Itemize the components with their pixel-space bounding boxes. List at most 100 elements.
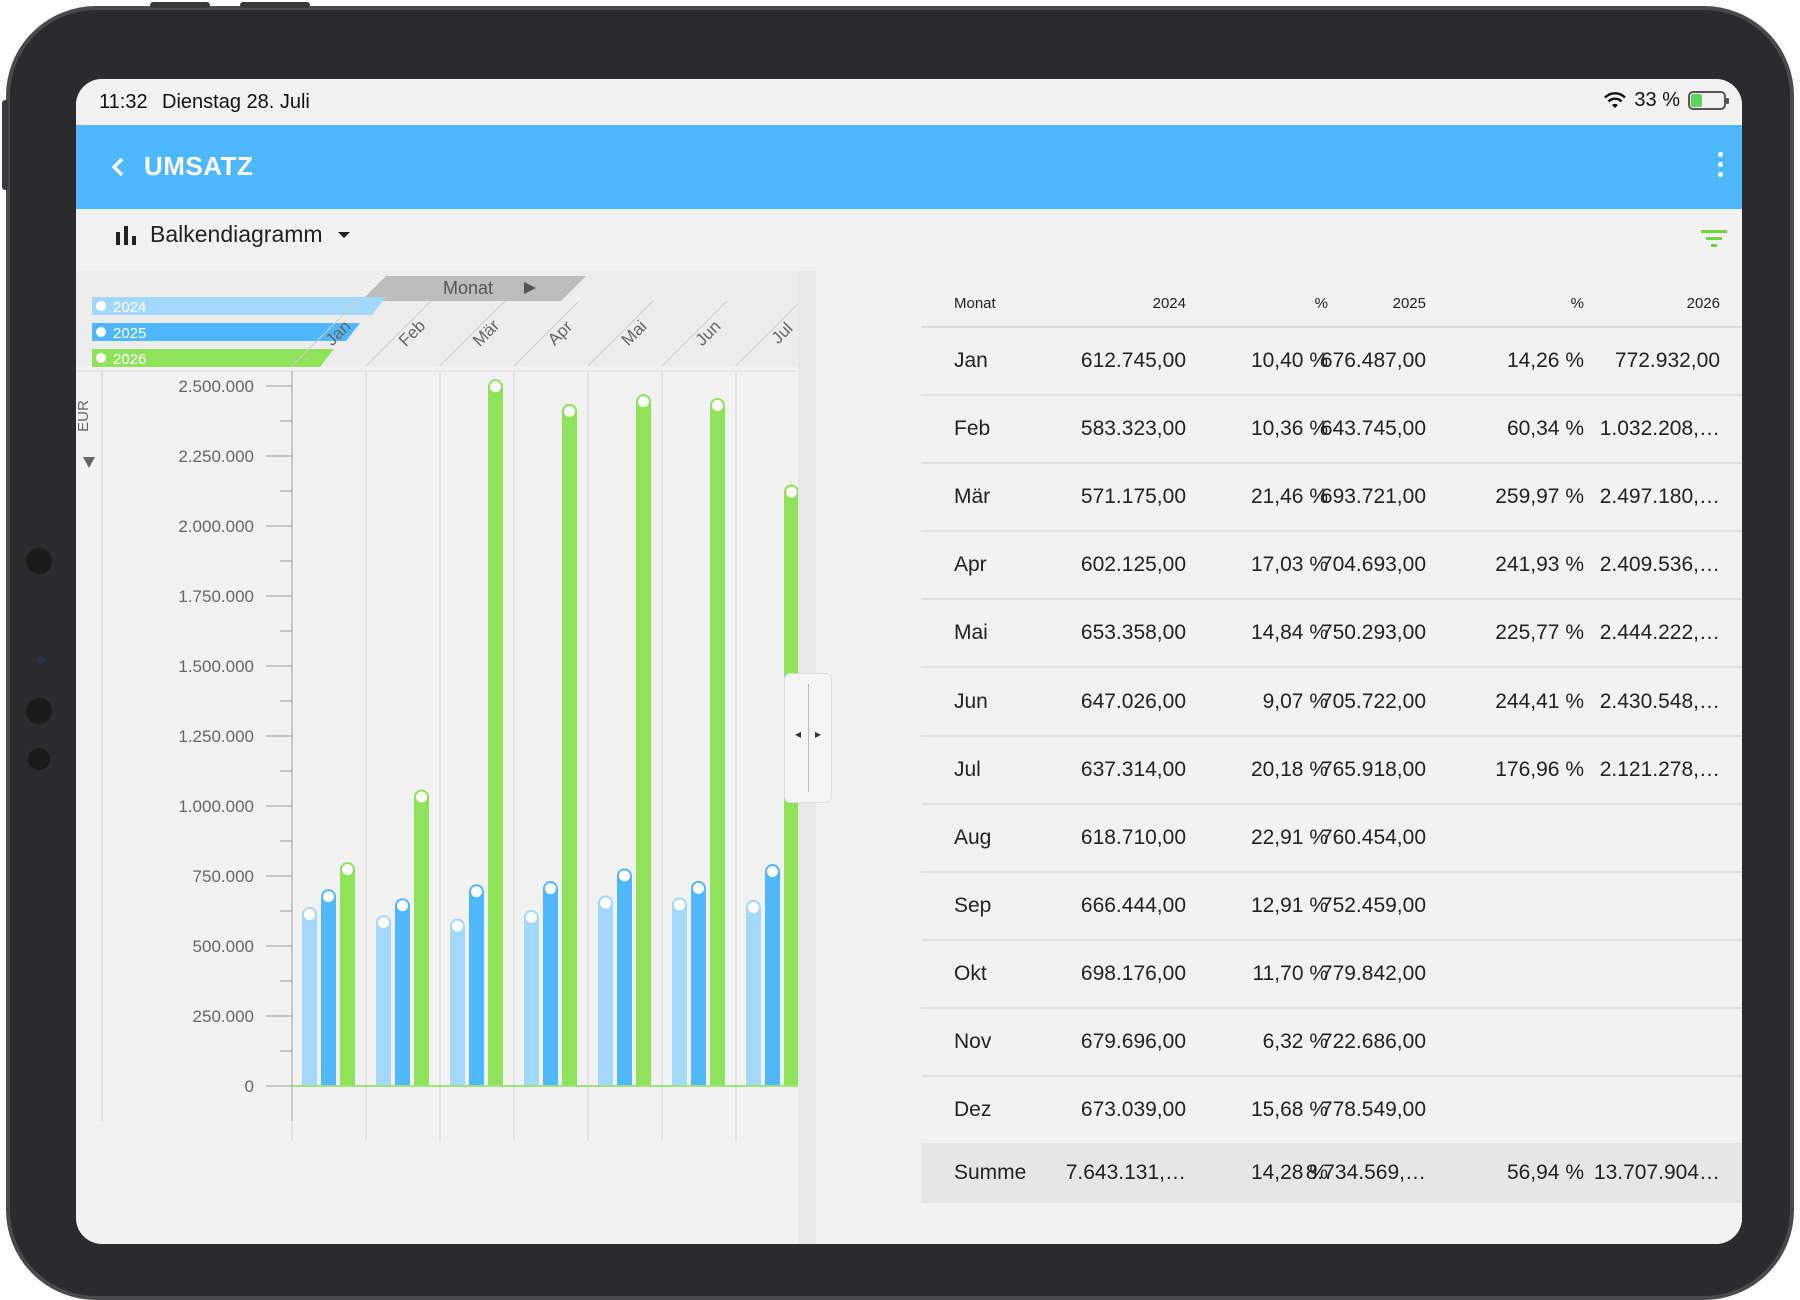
- table-cell: 56,94 %: [1506, 1161, 1584, 1185]
- y-tick-label: 1.500.000: [178, 657, 254, 676]
- table-cell: Sep: [954, 893, 992, 917]
- table-cell: 10,36 %: [1250, 417, 1328, 441]
- table-row[interactable]: Feb 583.323,00 10,36 % 643.745,00 60,34 % 1.0…: [921, 396, 1742, 465]
- table-cell: Okt: [954, 961, 987, 985]
- table-cell: 693.721,00: [1320, 485, 1426, 509]
- filter-icon[interactable]: [1700, 227, 1728, 251]
- table-cell: 10,40 %: [1250, 349, 1328, 372]
- bar-marker: [414, 789, 429, 805]
- table-cell: 60,34 %: [1506, 417, 1584, 441]
- screen: 11:32 Dienstag 28. Juli 33 %: [76, 79, 1742, 1244]
- battery-fill: [1691, 94, 1703, 107]
- table-cell: 259,97 %: [1495, 485, 1584, 509]
- wifi-icon: [1604, 91, 1627, 108]
- y-tick-label: 1.000.000: [178, 797, 254, 816]
- bar-marker: [302, 906, 317, 922]
- table-cell: 772.932,00: [1614, 349, 1720, 372]
- table-cell: 647.026,00: [1080, 689, 1186, 713]
- side-sensor: [26, 548, 52, 574]
- page-title: UMSATZ: [144, 151, 254, 181]
- table-cell: 2.497.180,…: [1599, 485, 1720, 509]
- table-cell: 779.842,00: [1320, 961, 1426, 985]
- table-cell: 17,03 %: [1250, 553, 1328, 577]
- bar: [746, 907, 761, 1086]
- bar: [562, 411, 577, 1086]
- table-cell: 13.707.904…: [1593, 1161, 1720, 1185]
- table-cell: 2.121.278,…: [1599, 757, 1720, 781]
- table-cell: Nov: [954, 1030, 992, 1053]
- bar: [395, 905, 410, 1086]
- table-cell: Jun: [954, 689, 988, 713]
- chart-area: Monat 2024 2025 2026 Jan Feb Mär Apr Mai Jun Jul EU…: [76, 271, 816, 1244]
- header-diagonal: [587, 300, 654, 367]
- y-tick-label: 2.000.000: [178, 517, 254, 536]
- table-cell: 8.734.569,…: [1305, 1161, 1426, 1185]
- bar: [376, 922, 391, 1086]
- more-vert-icon[interactable]: [1710, 147, 1730, 187]
- top-button: [240, 2, 310, 8]
- table-cell: 618.710,00: [1080, 825, 1186, 849]
- table-row[interactable]: Apr 602.125,00 17,03 % 704.693,00 241,93 % 2.…: [921, 532, 1742, 601]
- table-row[interactable]: Jul 637.314,00 20,18 % 765.918,00 176,96 % 2.…: [921, 737, 1742, 805]
- bar-marker: [784, 484, 799, 500]
- table-cell: 15,68 %: [1250, 1098, 1328, 1122]
- table-cell: 14,26 %: [1506, 349, 1584, 372]
- bar: [636, 401, 651, 1086]
- table-cell: Monat: [954, 294, 996, 312]
- bar: [302, 914, 317, 1086]
- table-cell: %: [1570, 294, 1584, 312]
- table-row[interactable]: Dez 673.039,00 15,68 % 778.549,00: [921, 1077, 1742, 1146]
- top-button: [150, 2, 210, 8]
- table-header-row[interactable]: Monat 2024% 2025% 2026: [921, 280, 1742, 328]
- chart-type-dropdown[interactable]: Balkendiagramm: [114, 221, 353, 248]
- legend-bar: [92, 323, 360, 341]
- table-row[interactable]: Mär 571.175,00 21,46 % 693.721,00 259,97 % 2.…: [921, 464, 1742, 533]
- table-cell: 12,91 %: [1250, 893, 1328, 917]
- table-row[interactable]: Nov 679.696,00 6,32 % 722.686,00: [921, 1009, 1742, 1077]
- table-cell: 602.125,00: [1080, 553, 1186, 577]
- table-cell: 14,28 %: [1250, 1161, 1328, 1185]
- bar: [617, 875, 632, 1086]
- table-cell: 9,07 %: [1262, 689, 1328, 713]
- status-bar: 11:32 Dienstag 28. Juli 33 %: [76, 79, 1742, 125]
- bar: [321, 896, 336, 1086]
- header-diagonal: [513, 300, 580, 367]
- arrow-left-icon: ◂: [795, 727, 802, 741]
- table-cell: 11,70 %: [1252, 961, 1329, 985]
- pane-splitter[interactable]: ◂ ▸: [784, 673, 832, 803]
- table-row[interactable]: Jun 647.026,00 9,07 % 705.722,00 244,41 % 2.4…: [921, 669, 1742, 737]
- bar-marker: [469, 884, 484, 900]
- table-cell: Jan: [954, 349, 988, 372]
- table-row[interactable]: Mai 653.358,00 14,84 % 750.293,00 225,77 % 2.…: [921, 600, 1742, 669]
- table-cell: 14,84 %: [1250, 621, 1328, 645]
- bar-marker: [376, 915, 391, 931]
- bar: [543, 888, 558, 1086]
- header-diagonal: [661, 300, 728, 367]
- header-diagonal: [439, 300, 506, 367]
- y-tick-label: 750.000: [193, 867, 254, 886]
- bar-marker: [543, 881, 558, 897]
- table-row[interactable]: Jan 612.745,00 10,40 % 676.487,00 14,26 % 772…: [921, 328, 1742, 396]
- caret-down-icon: [337, 231, 350, 238]
- legend-label: 2025: [113, 325, 146, 342]
- table-cell: 752.459,00: [1320, 893, 1426, 917]
- table-row[interactable]: Okt 698.176,00 11,70 % 779.842,00: [921, 941, 1742, 1009]
- table-row[interactable]: Sep 666.444,00 12,91 % 752.459,00: [921, 873, 1742, 941]
- table-footer-row[interactable]: Summe 7.643.131,… 14,28 % 8.734.569,… 56,94 …: [921, 1143, 1742, 1204]
- legend-marker: [94, 299, 108, 313]
- table-cell: %: [1314, 294, 1328, 312]
- bar: [672, 904, 687, 1086]
- back-button[interactable]: [98, 147, 138, 187]
- table-cell: 225,77 %: [1495, 621, 1584, 645]
- bar: [765, 871, 780, 1086]
- bar-marker: [710, 397, 725, 413]
- bar-marker: [395, 898, 410, 914]
- table-cell: 765.918,00: [1320, 757, 1426, 781]
- y-tick-label: 0: [245, 1077, 254, 1096]
- dimension-label: Monat: [443, 278, 493, 298]
- chevron-left-icon: [111, 157, 124, 177]
- table-cell: Apr: [954, 553, 987, 577]
- table-cell: 2.430.548,…: [1599, 689, 1720, 713]
- battery-icon: [1688, 91, 1729, 110]
- table-row[interactable]: Aug 618.710,00 22,91 % 760.454,00: [921, 805, 1742, 873]
